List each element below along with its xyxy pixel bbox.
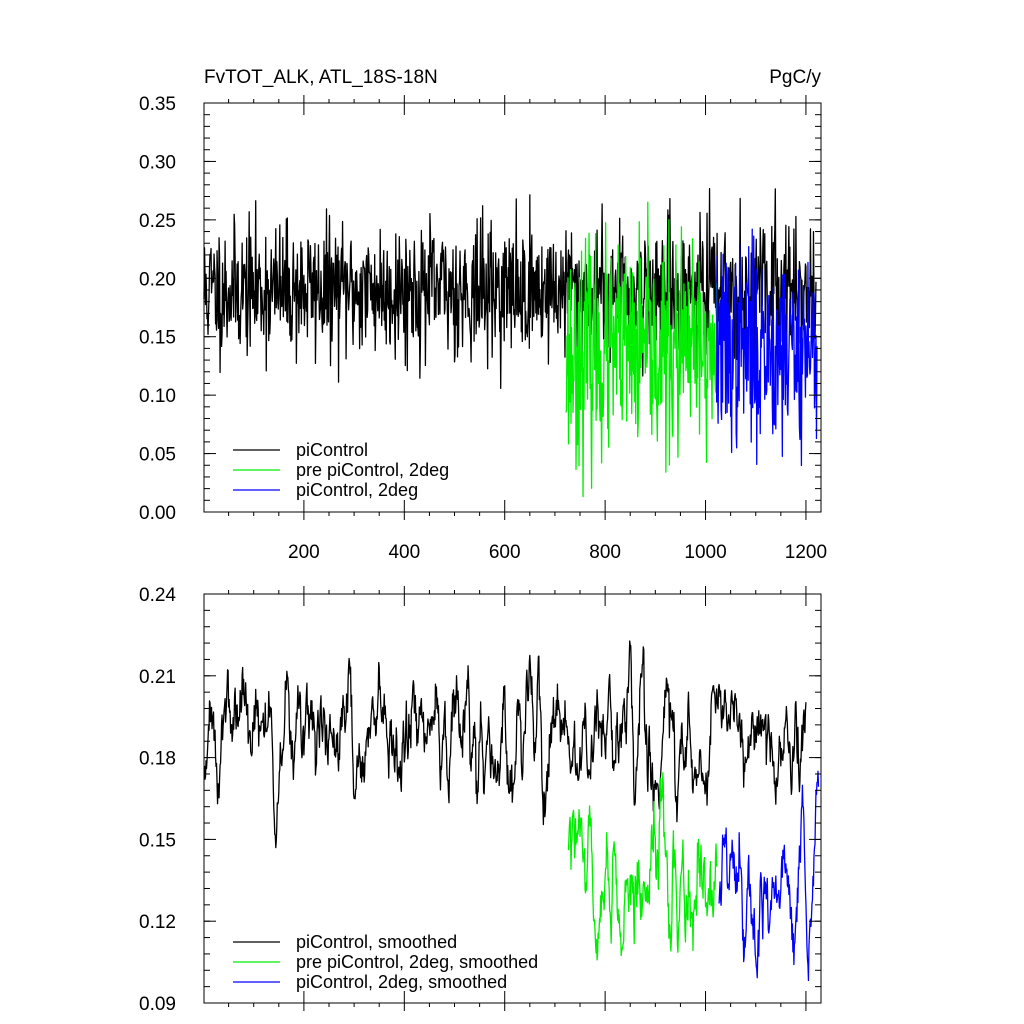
panel-top: FvTOT_ALK, ATL_18S-18N PgC/y 200 400 600 80… xyxy=(139,67,827,563)
legend-label-picontrol-2deg: piControl, 2deg xyxy=(296,480,418,500)
x-tick-label: 400 xyxy=(388,542,420,563)
y-tick-label: 0.05 xyxy=(139,445,176,466)
x-tick-label: 800 xyxy=(589,542,621,563)
series-line-piControl xyxy=(203,188,817,390)
y-tick-label: 0.20 xyxy=(139,269,176,290)
x-tick-label: 600 xyxy=(489,542,521,563)
series-line-pre-piControl-2deg xyxy=(567,772,718,961)
legend-label-picontrol: piControl xyxy=(296,440,368,460)
y-tick-label: 0.30 xyxy=(139,152,176,173)
series-line-piControl xyxy=(203,640,807,849)
y-tick-label: 0.15 xyxy=(139,830,176,851)
plot-frame-top xyxy=(203,102,822,513)
legend-bottom: piControl, smoothed pre piControl, 2deg,… xyxy=(233,932,538,992)
series-line-pre-piControl-2deg xyxy=(565,201,718,498)
series-layer-top xyxy=(203,188,818,498)
series-line-piControl-2deg xyxy=(715,228,818,467)
series-line-piControl-2deg xyxy=(718,770,820,982)
legend-label-picontrol-2deg-smoothed: piControl, 2deg, smoothed xyxy=(296,972,507,992)
chart-title: FvTOT_ALK, ATL_18S-18N xyxy=(204,67,438,88)
legend-label-pre-picontrol-2deg-smoothed: pre piControl, 2deg, smoothed xyxy=(296,952,538,972)
y-tick-label: 0.25 xyxy=(139,211,176,232)
y-tick-label: 0.18 xyxy=(139,749,176,770)
panel-bottom: 0.09 0.12 0.15 0.18 0.21 0.24 piControl, smoo… xyxy=(139,585,822,1015)
y-tick-label: 0.00 xyxy=(139,503,176,524)
plot-frame-bottom xyxy=(203,593,822,1004)
tick-layer-bottom: 0.09 0.12 0.15 0.18 0.21 0.24 xyxy=(139,585,821,1015)
tick-layer-top: 200 400 600 800 1000 1200 0.00 0.05 0.10 0.15 0.20… xyxy=(139,94,827,563)
y-tick-label: 0.35 xyxy=(139,94,176,115)
y-tick-label: 0.10 xyxy=(139,386,176,407)
y-tick-label: 0.09 xyxy=(139,994,176,1015)
series-layer-bottom xyxy=(203,640,820,982)
x-tick-label: 1000 xyxy=(684,542,726,563)
chart-units: PgC/y xyxy=(769,67,821,88)
y-tick-label: 0.24 xyxy=(139,585,176,606)
y-tick-label: 0.21 xyxy=(139,667,176,688)
y-tick-label: 0.12 xyxy=(139,912,176,933)
legend-label-pre-picontrol-2deg: pre piControl, 2deg xyxy=(296,460,449,480)
y-tick-label: 0.15 xyxy=(139,328,176,349)
x-tick-label: 200 xyxy=(288,542,320,563)
legend-top: piControl pre piControl, 2deg piControl,… xyxy=(233,440,449,500)
legend-label-picontrol-smoothed: piControl, smoothed xyxy=(296,932,457,952)
x-tick-label: 1200 xyxy=(785,542,827,563)
